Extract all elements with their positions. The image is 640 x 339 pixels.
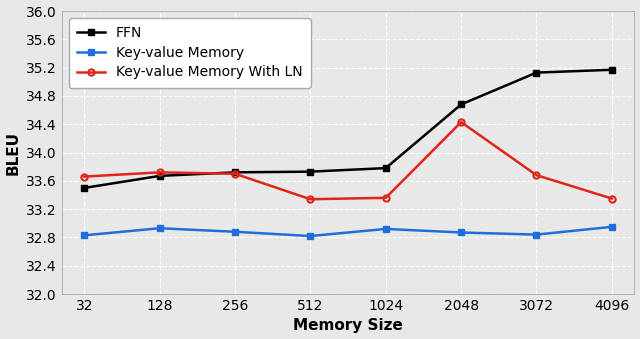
Key-value Memory With LN	[532, 173, 540, 177]
FFN	[608, 68, 616, 72]
X-axis label: Memory Size: Memory Size	[293, 318, 403, 334]
Key-value Memory With LN	[382, 196, 390, 200]
FFN	[81, 186, 88, 190]
Key-value Memory	[458, 231, 465, 235]
Key-value Memory	[231, 230, 239, 234]
Key-value Memory	[81, 233, 88, 237]
Legend: FFN, Key-value Memory, Key-value Memory With LN: FFN, Key-value Memory, Key-value Memory …	[68, 18, 311, 88]
Line: Key-value Memory With LN: Key-value Memory With LN	[81, 119, 615, 202]
Key-value Memory	[382, 227, 390, 231]
FFN	[382, 166, 390, 170]
Key-value Memory With LN	[156, 170, 164, 174]
Y-axis label: BLEU: BLEU	[6, 131, 20, 175]
FFN	[532, 71, 540, 75]
FFN	[231, 170, 239, 174]
Key-value Memory With LN	[608, 197, 616, 201]
Key-value Memory With LN	[231, 172, 239, 176]
Line: FFN: FFN	[81, 67, 615, 191]
FFN	[307, 170, 314, 174]
Key-value Memory	[608, 225, 616, 229]
FFN	[156, 174, 164, 178]
Key-value Memory With LN	[307, 197, 314, 201]
Key-value Memory	[532, 233, 540, 237]
FFN	[458, 102, 465, 106]
Key-value Memory With LN	[458, 120, 465, 124]
Key-value Memory	[156, 226, 164, 230]
Key-value Memory	[307, 234, 314, 238]
Key-value Memory With LN	[81, 175, 88, 179]
Line: Key-value Memory: Key-value Memory	[81, 224, 615, 239]
